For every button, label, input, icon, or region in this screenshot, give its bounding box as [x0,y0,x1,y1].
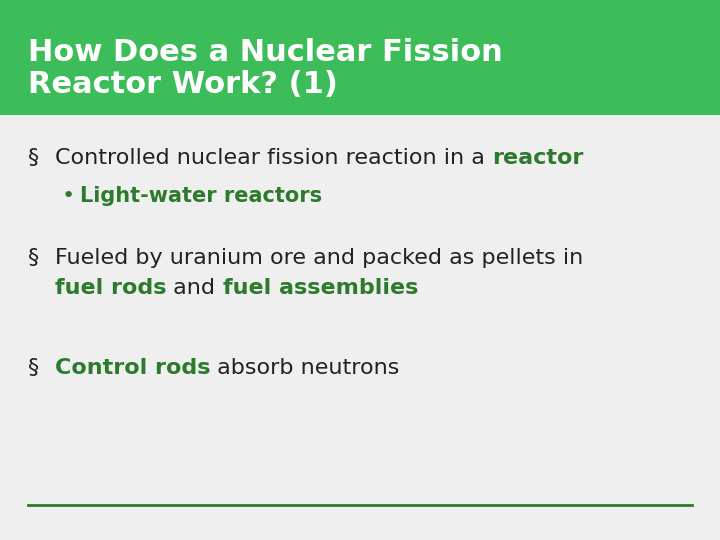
Text: absorb neutrons: absorb neutrons [210,358,400,378]
Text: fuel assemblies: fuel assemblies [222,278,418,298]
Text: Reactor Work? (1): Reactor Work? (1) [28,70,338,99]
Text: How Does a Nuclear Fission: How Does a Nuclear Fission [28,38,503,67]
Text: §: § [28,148,39,168]
Text: Light-water reactors: Light-water reactors [80,186,322,206]
Text: §: § [28,248,39,268]
Bar [0,0,720,115]
Text: and: and [166,278,222,298]
Text: •: • [62,186,76,206]
Text: reactor: reactor [492,148,583,168]
Text: Controlled nuclear fission reaction in a: Controlled nuclear fission reaction in a [55,148,492,168]
Text: Control rods: Control rods [55,358,210,378]
Text: Fueled by uranium ore and packed as pellets in: Fueled by uranium ore and packed as pell… [55,248,583,268]
Text: §: § [28,358,39,378]
Text: fuel rods: fuel rods [55,278,166,298]
